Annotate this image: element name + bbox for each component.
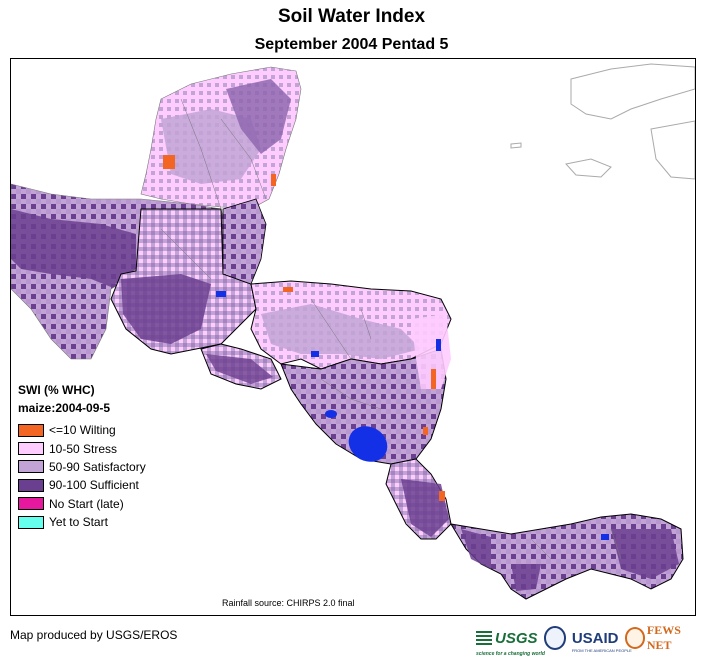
chiapas-sufficient (11, 209, 136, 287)
legend-swatch (18, 515, 44, 529)
legend-swatch (18, 442, 44, 456)
guatemala-region (110, 198, 267, 355)
legend-label: 10-50 Stress (49, 441, 118, 456)
yucatan-wilting-patch (163, 155, 175, 169)
guatemala-lake (216, 291, 226, 297)
legend-swatch (18, 423, 44, 437)
costarica-panama-region (385, 458, 684, 600)
legend-item: No Start (late) (18, 495, 198, 513)
map-subtitle: September 2004 Pentad 5 (254, 36, 449, 53)
legend-swatch (18, 497, 44, 511)
legend-label: 50-90 Satisfactory (49, 459, 146, 474)
globe-icon (624, 627, 645, 649)
yucatan-sufficient (226, 79, 291, 154)
nicaragua-lagoon (436, 339, 441, 351)
hispaniola-outline (650, 120, 695, 180)
map-title: Soil Water Index (277, 6, 426, 27)
legend-label: Yet to Start (49, 515, 108, 530)
usaid-seal-icon (543, 626, 566, 650)
yucatan-satisfactory (161, 109, 261, 184)
panama-lake (601, 534, 609, 540)
yucatan-coast-wilting (271, 174, 276, 186)
legend-swatch (18, 478, 44, 492)
legend-subtitle: maize:2004-09-5 (18, 401, 111, 415)
nicaragua-coast-wilting-2 (423, 427, 428, 435)
usgs-logo-text: USGS (495, 629, 538, 647)
belize-land (222, 198, 267, 285)
honduras-lake (311, 351, 319, 357)
usaid-logo: USAID FROM THE AMERICAN PEOPLE (571, 629, 632, 653)
legend-label: <=10 Wilting (49, 423, 116, 438)
map-panel (10, 58, 696, 616)
lake-nicaragua (348, 426, 388, 462)
legend-item: 50-90 Satisfactory (18, 458, 198, 476)
admin-borders (160, 98, 622, 560)
guatemala-sufficient (121, 274, 211, 344)
producer-credit: Map produced by USGS/EROS (10, 628, 178, 642)
cuba-outline (570, 63, 695, 120)
usaid-logo-text: USAID (571, 629, 619, 647)
map-svg (11, 63, 695, 600)
lake-managua (325, 410, 337, 418)
usgs-bars-icon (476, 631, 492, 645)
costarica-sufficient (401, 479, 449, 537)
jamaica-outline (565, 158, 612, 178)
costarica-wilting (439, 491, 445, 501)
elsalvador-sufficient (206, 354, 273, 384)
nicaragua-region (280, 314, 451, 465)
legend: SWI (% WHC) maize:2004-09-5 <=10 Wilting… (18, 381, 198, 531)
usaid-tagline: FROM THE AMERICAN PEOPLE (571, 647, 632, 653)
cayman-outline (510, 142, 522, 149)
nicaragua-coast-stress (411, 314, 451, 389)
legend-label: 90-100 Sufficient (49, 478, 139, 493)
honduras-satisfactory (261, 304, 421, 359)
legend-label: No Start (late) (49, 496, 124, 511)
nicaragua-coast-wilting (431, 369, 436, 389)
panama-sufficient (461, 529, 679, 591)
legend-item: Yet to Start (18, 513, 198, 531)
nicaragua-land (280, 348, 447, 465)
legend-item: 90-100 Sufficient (18, 476, 198, 494)
logo-strip: USGS science for a changing world USAID … (476, 622, 703, 657)
honduras-wilting-north (283, 287, 293, 292)
caribbean-islands (510, 63, 695, 180)
legend-item: 10-50 Stress (18, 439, 198, 457)
usgs-tagline: science for a changing world (476, 650, 545, 657)
usgs-logo: USGS science for a changing world (476, 629, 545, 657)
legend-title: SWI (% WHC) (18, 383, 95, 397)
legend-item: <=10 Wilting (18, 421, 198, 439)
honduras-elsalvador-region (200, 280, 452, 390)
fewsnet-logo-text: FEWS NET (646, 623, 681, 652)
legend-swatch (18, 460, 44, 474)
fewsnet-logo: FEWS NET (624, 623, 703, 653)
rainfall-source: Rainfall source: CHIRPS 2.0 final (222, 598, 355, 608)
